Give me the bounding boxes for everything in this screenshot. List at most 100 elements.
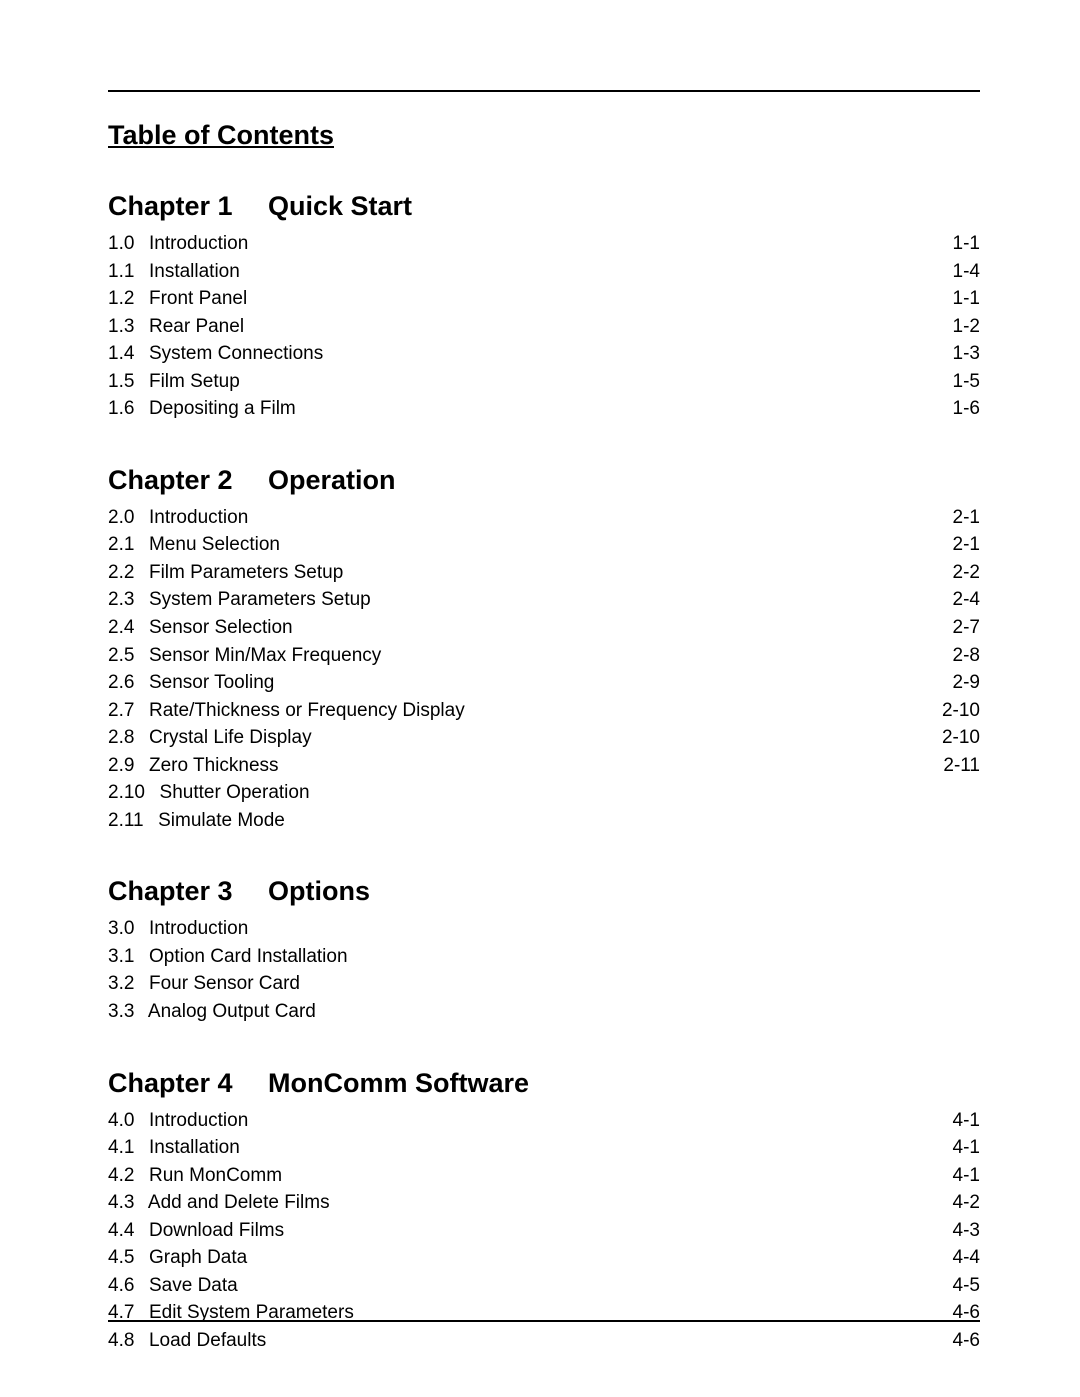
toc-entry-page: 1-1 bbox=[953, 230, 980, 258]
toc-entry-label: Film Parameters Setup bbox=[134, 559, 343, 587]
toc-entry-number: 4.7 bbox=[108, 1299, 134, 1327]
toc-row: 2.6 Sensor Tooling2-9 bbox=[108, 669, 980, 697]
toc-entry-number: 4.8 bbox=[108, 1327, 134, 1355]
toc-entry-number: 3.0 bbox=[108, 915, 134, 943]
toc-entry-page: 2-7 bbox=[953, 614, 980, 642]
chapter-heading: Chapter 4MonComm Software bbox=[108, 1068, 980, 1099]
toc-entry-label: Sensor Selection bbox=[134, 614, 292, 642]
toc-entry-label: Crystal Life Display bbox=[134, 724, 311, 752]
toc-entry-number: 4.4 bbox=[108, 1217, 134, 1245]
toc-row: 1.6 Depositing a Film1-6 bbox=[108, 395, 980, 423]
chapter-label: Chapter 3 bbox=[108, 876, 268, 907]
toc-entry-label: Graph Data bbox=[134, 1244, 247, 1272]
toc-entry-number: 2.0 bbox=[108, 504, 134, 532]
bottom-rule bbox=[108, 1320, 980, 1322]
toc-entry-number: 2.3 bbox=[108, 586, 134, 614]
toc-entry-number: 1.2 bbox=[108, 285, 134, 313]
chapter-label: Chapter 4 bbox=[108, 1068, 268, 1099]
toc-row: 1.0 Introduction 1-1 bbox=[108, 230, 980, 258]
toc-entry-number: 3.2 bbox=[108, 970, 134, 998]
toc-entry-label: Zero Thickness bbox=[134, 752, 278, 780]
toc-row: 4.7 Edit System Parameters 4-6 bbox=[108, 1299, 980, 1327]
toc-entry-page: 4-5 bbox=[953, 1272, 980, 1300]
toc-entry-page: 1-5 bbox=[953, 368, 980, 396]
toc-row: 4.8 Load Defaults4-6 bbox=[108, 1327, 980, 1355]
toc-row: 2.10 Shutter Operation bbox=[108, 779, 980, 807]
toc-row: 3.1 Option Card Installation bbox=[108, 943, 980, 971]
toc-entry-label: Shutter Operation bbox=[145, 779, 310, 807]
toc-entry-label: Analog Output Card bbox=[134, 998, 315, 1026]
toc-entry-number: 1.3 bbox=[108, 313, 134, 341]
toc-entry-label: System Connections bbox=[134, 340, 323, 368]
toc-entry-number: 4.6 bbox=[108, 1272, 134, 1300]
toc-row: 4.6 Save Data4-5 bbox=[108, 1272, 980, 1300]
toc-entry-label: Introduction bbox=[134, 230, 248, 258]
toc-title: Table of Contents bbox=[108, 120, 980, 151]
chapter-title: Operation bbox=[268, 465, 396, 495]
toc-entry-number: 4.0 bbox=[108, 1107, 134, 1135]
chapter-block: Chapter 2Operation 2.0 Introduction2-1 2.1… bbox=[108, 465, 980, 835]
toc-entry-number: 1.6 bbox=[108, 395, 134, 423]
toc-entry-number: 1.4 bbox=[108, 340, 134, 368]
toc-row: 1.5 Film Setup1-5 bbox=[108, 368, 980, 396]
chapter-block: Chapter 3Options3.0 Introduction3.1 Opti… bbox=[108, 876, 980, 1025]
toc-row: 2.4 Sensor Selection2-7 bbox=[108, 614, 980, 642]
toc-entry-page: 2-10 bbox=[942, 697, 980, 725]
toc-row: 2.11 Simulate Mode bbox=[108, 807, 980, 835]
toc-entry-page: 2-9 bbox=[953, 669, 980, 697]
toc-entry-page: 1-1 bbox=[953, 285, 980, 313]
toc-row: 3.2 Four Sensor Card bbox=[108, 970, 980, 998]
chapter-label: Chapter 2 bbox=[108, 465, 268, 496]
toc-row: 1.1 Installation 1-4 bbox=[108, 258, 980, 286]
toc-row: 4.1 Installation4-1 bbox=[108, 1134, 980, 1162]
toc-entry-number: 2.8 bbox=[108, 724, 134, 752]
toc-entry-number: 2.5 bbox=[108, 642, 134, 670]
toc-entry-page: 2-11 bbox=[943, 752, 980, 780]
toc-entry-label: Sensor Min/Max Frequency bbox=[134, 642, 381, 670]
toc-entry-page: 4-2 bbox=[953, 1189, 980, 1217]
toc-entry-label: Installation bbox=[134, 1134, 239, 1162]
toc-entry-label: Run MonComm bbox=[134, 1162, 282, 1190]
toc-row: 2.2 Film Parameters Setup2-2 bbox=[108, 559, 980, 587]
toc-entry-label: Menu Selection bbox=[134, 531, 280, 559]
toc-entry-page: 2-8 bbox=[953, 642, 980, 670]
toc-entry-number: 1.5 bbox=[108, 368, 134, 396]
toc-entry-label: Simulate Mode bbox=[144, 807, 285, 835]
toc-entry-page: 4-1 bbox=[953, 1162, 980, 1190]
toc-entry-label: Introduction bbox=[134, 1107, 248, 1135]
toc-entry-page: 2-2 bbox=[953, 559, 980, 587]
toc-row: 4.0 Introduction4-1 bbox=[108, 1107, 980, 1135]
toc-entry-label: Add and Delete Films bbox=[134, 1189, 329, 1217]
toc-entry-label: Edit System Parameters bbox=[134, 1299, 353, 1327]
toc-entry-label: Option Card Installation bbox=[134, 943, 347, 971]
toc-entry-page: 4-6 bbox=[953, 1299, 980, 1327]
chapter-title: Options bbox=[268, 876, 370, 906]
toc-entry-page: 2-10 bbox=[942, 724, 980, 752]
toc-entry-label: Rate/Thickness or Frequency Display bbox=[134, 697, 464, 725]
toc-entry-label: System Parameters Setup bbox=[134, 586, 370, 614]
toc-row: 2.8 Crystal Life Display 2-10 bbox=[108, 724, 980, 752]
toc-entry-number: 2.7 bbox=[108, 697, 134, 725]
toc-row: 2.5 Sensor Min/Max Frequency 2-8 bbox=[108, 642, 980, 670]
top-rule bbox=[108, 90, 980, 92]
toc-entry-page: 1-4 bbox=[953, 258, 980, 286]
toc-row: 2.3 System Parameters Setup2-4 bbox=[108, 586, 980, 614]
toc-row: 4.3 Add and Delete Films 4-2 bbox=[108, 1189, 980, 1217]
toc-entry-number: 1.1 bbox=[108, 258, 134, 286]
toc-entry-number: 1.0 bbox=[108, 230, 134, 258]
toc-entry-label: Installation bbox=[134, 258, 239, 286]
toc-row: 2.9 Zero Thickness2-11 bbox=[108, 752, 980, 780]
toc-entry-page: 1-3 bbox=[953, 340, 980, 368]
toc-row: 2.0 Introduction2-1 bbox=[108, 504, 980, 532]
toc-entry-label: Four Sensor Card bbox=[134, 970, 300, 998]
toc-row: 1.4 System Connections 1-3 bbox=[108, 340, 980, 368]
toc-entry-number: 4.3 bbox=[108, 1189, 134, 1217]
toc-entry-number: 3.3 bbox=[108, 998, 134, 1026]
toc-row: 4.4 Download Films4-3 bbox=[108, 1217, 980, 1245]
toc-entry-page: 1-2 bbox=[953, 313, 980, 341]
toc-entry-page: 4-1 bbox=[953, 1134, 980, 1162]
toc-entry-label: Depositing a Film bbox=[134, 395, 295, 423]
toc-entry-label: Load Defaults bbox=[134, 1327, 266, 1355]
toc-entry-number: 3.1 bbox=[108, 943, 134, 971]
toc-entry-number: 2.11 bbox=[108, 807, 144, 835]
